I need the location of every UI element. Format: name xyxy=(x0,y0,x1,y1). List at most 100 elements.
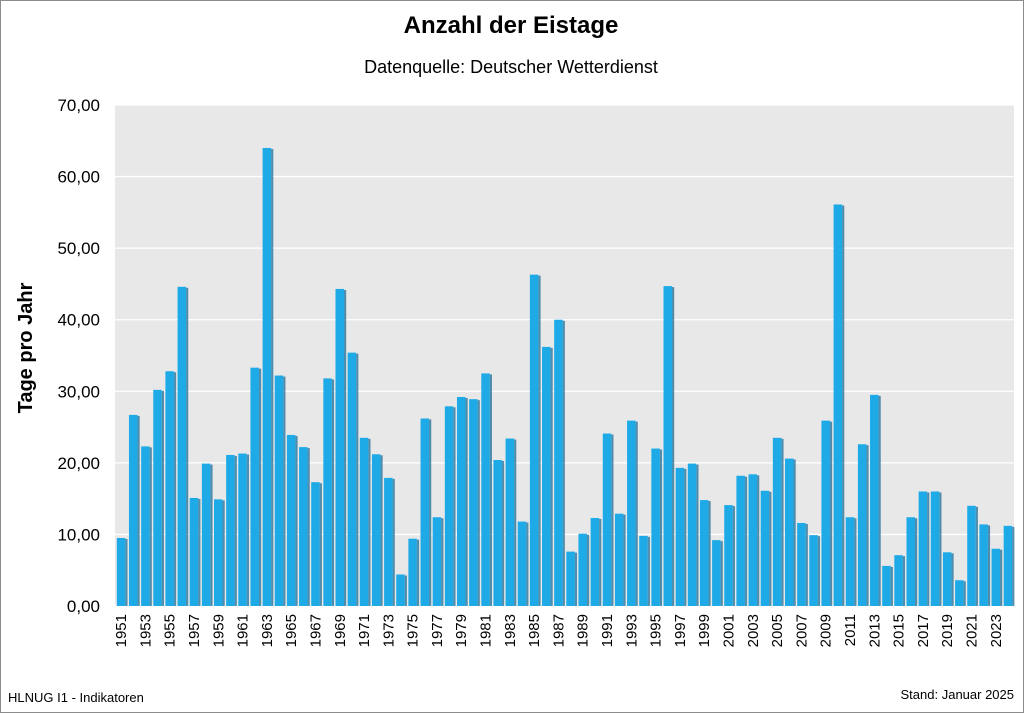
bar-shadow-2005 xyxy=(781,438,784,606)
bar-1980 xyxy=(469,399,478,606)
bar-2013 xyxy=(870,394,879,606)
bar-shadow-1972 xyxy=(380,455,383,606)
bar-2001 xyxy=(724,505,733,606)
bar-2022 xyxy=(979,524,988,606)
bar-shadow-1966 xyxy=(307,448,310,606)
bar-1981 xyxy=(481,373,490,606)
x-tick-label: 2015 xyxy=(891,614,908,647)
bar-2008 xyxy=(809,535,818,606)
bar-1976 xyxy=(420,418,430,606)
bar-shadow-1986 xyxy=(550,347,553,606)
bar-2005 xyxy=(772,437,782,606)
bar-1953 xyxy=(141,446,150,606)
bar-1968 xyxy=(323,378,332,606)
bar-1978 xyxy=(444,406,454,606)
bar-2007 xyxy=(797,522,806,606)
chart-title: Anzahl der Eistage xyxy=(404,12,619,39)
bar-shadow-1985 xyxy=(538,275,541,606)
y-tick-label: 60,00 xyxy=(57,168,100,187)
bar-shadow-1962 xyxy=(258,368,262,606)
bar-2017 xyxy=(918,491,928,606)
bar-1979 xyxy=(456,397,466,606)
bar-1957 xyxy=(189,497,199,606)
bar-1955 xyxy=(165,371,174,606)
bar-1986 xyxy=(542,346,551,606)
bar-shadow-1997 xyxy=(684,468,687,606)
x-tick-label: 1969 xyxy=(332,614,349,647)
bar-shadow-1994 xyxy=(647,536,650,606)
bar-shadow-2006 xyxy=(793,459,796,606)
bar-1952 xyxy=(128,414,138,606)
bar-2011 xyxy=(845,517,855,606)
chart-subtitle: Datenquelle: Deutscher Wetterdienst xyxy=(364,57,658,77)
x-tick-label: 1965 xyxy=(283,614,300,647)
y-tick-label: 70,00 xyxy=(57,96,100,115)
bar-1989 xyxy=(578,533,587,606)
bar-1967 xyxy=(311,482,320,606)
bar-1996 xyxy=(663,286,673,606)
bar-shadow-1995 xyxy=(659,449,663,606)
bar-shadow-1965 xyxy=(295,435,298,606)
bar-shadow-1977 xyxy=(441,518,444,606)
bar-2010 xyxy=(833,204,843,606)
bar-shadow-1993 xyxy=(635,421,638,606)
bar-shadow-1984 xyxy=(526,522,529,606)
bar-shadow-2016 xyxy=(914,518,918,606)
bar-1964 xyxy=(274,375,284,606)
bar-shadow-1999 xyxy=(708,501,711,606)
x-tick-label: 1985 xyxy=(526,614,543,647)
bar-1969 xyxy=(335,288,345,606)
bar-2018 xyxy=(930,491,940,606)
x-tick-label: 1991 xyxy=(599,614,616,647)
bar-2012 xyxy=(857,444,867,606)
bar-1995 xyxy=(651,448,660,606)
bar-shadow-1991 xyxy=(611,434,614,606)
y-tick-label: 10,00 xyxy=(57,525,100,544)
x-tick-label: 1995 xyxy=(648,614,665,647)
bar-shadow-2015 xyxy=(902,556,906,606)
bar-shadow-2011 xyxy=(854,518,857,606)
bar-1984 xyxy=(517,521,527,606)
x-tick-label: 1959 xyxy=(210,614,227,647)
bar-shadow-1963 xyxy=(271,148,274,606)
x-tick-label: 1979 xyxy=(453,614,470,647)
x-tick-label: 2011 xyxy=(842,614,859,646)
bar-1975 xyxy=(408,538,417,606)
x-tick-label: 2001 xyxy=(721,614,738,647)
bar-shadow-2021 xyxy=(975,506,978,606)
bar-1961 xyxy=(238,453,247,606)
x-tick-label: 2023 xyxy=(988,614,1005,647)
footer-source: HLNUG I1 - Indikatoren xyxy=(8,690,144,705)
bar-shadow-1958 xyxy=(210,464,213,606)
bar-1974 xyxy=(396,574,405,606)
bar-2021 xyxy=(967,505,976,606)
y-tick-label: 30,00 xyxy=(57,382,100,401)
x-tick-label: 1957 xyxy=(186,614,203,647)
y-tick-label: 20,00 xyxy=(57,454,100,473)
bar-1959 xyxy=(214,499,223,606)
bar-shadow-2022 xyxy=(987,525,991,606)
bar-shadow-2000 xyxy=(720,541,723,606)
bar-shadow-2019 xyxy=(951,553,954,606)
bar-shadow-1954 xyxy=(161,390,164,606)
bar-shadow-1982 xyxy=(501,460,505,606)
bar-1985 xyxy=(529,274,539,606)
y-axis-ticks: 0,00 10,00 20,00 30,00 40,00 50,00 60,00 70,00 xyxy=(57,96,100,616)
bar-1972 xyxy=(371,454,381,606)
bar-shadow-1971 xyxy=(368,438,371,606)
bar-1960 xyxy=(226,454,235,606)
x-tick-label: 1971 xyxy=(356,614,373,647)
bar-shadow-1996 xyxy=(672,287,675,606)
bar-1982 xyxy=(493,459,502,606)
bar-1973 xyxy=(384,477,393,606)
bar-2019 xyxy=(942,552,952,606)
bar-shadow-1957 xyxy=(198,498,201,606)
x-tick-label: 1955 xyxy=(162,614,179,647)
bar-shadow-2002 xyxy=(744,476,748,606)
bar-shadow-1978 xyxy=(453,407,456,606)
bar-shadow-1979 xyxy=(465,398,468,606)
x-tick-label: 1987 xyxy=(550,614,567,647)
bar-shadow-2014 xyxy=(890,566,893,606)
bar-shadow-1980 xyxy=(477,400,480,606)
bar-shadow-1967 xyxy=(319,483,322,606)
